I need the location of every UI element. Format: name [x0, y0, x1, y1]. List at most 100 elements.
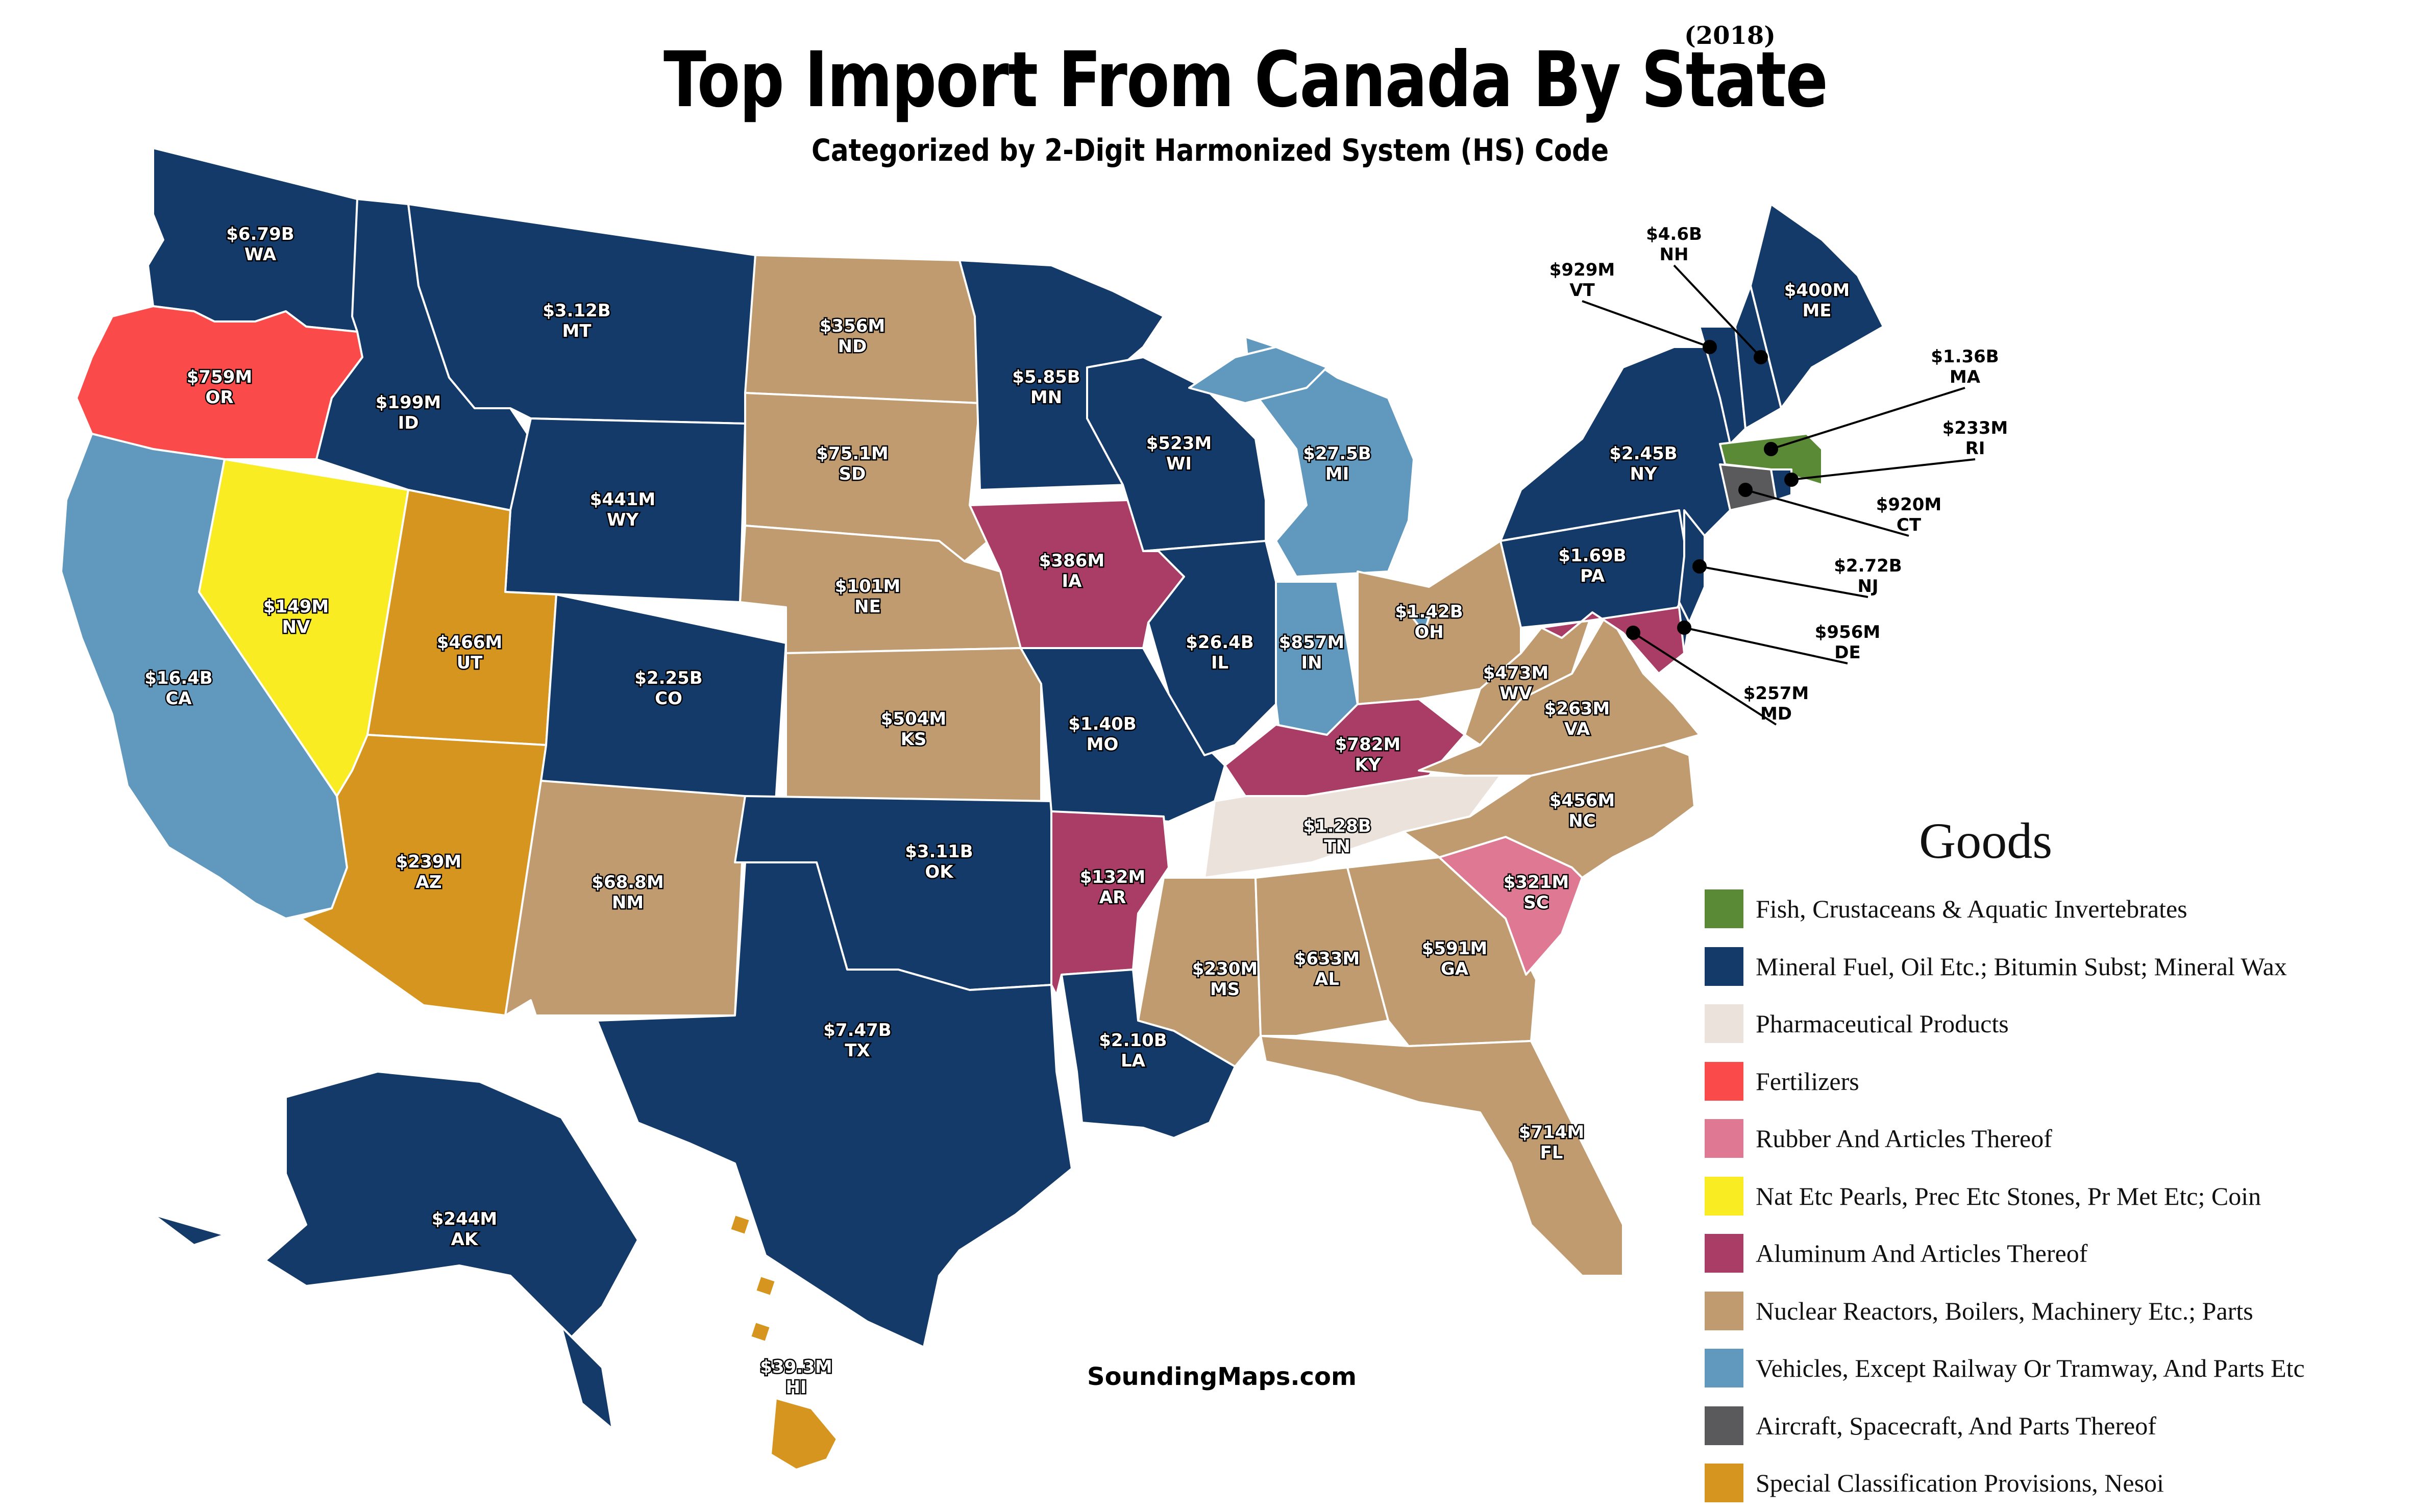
- state-value-nj: $2.72B: [1834, 556, 1902, 576]
- state-code-tx: TX: [845, 1040, 870, 1061]
- legend-swatch: [1705, 1119, 1743, 1158]
- legend-label: Aluminum And Articles Thereof: [1756, 1239, 2088, 1268]
- state-value-ar: $132M: [1080, 867, 1145, 887]
- state-code-nc: NC: [1568, 811, 1595, 831]
- state-code-ca: CA: [165, 688, 192, 709]
- state-value-ct: $920M: [1876, 494, 1941, 515]
- state-ak: [264, 1071, 639, 1338]
- legend-label: Vehicles, Except Railway Or Tramway, And…: [1756, 1354, 2305, 1383]
- state-value-mi: $27.5B: [1303, 443, 1371, 464]
- state-code-ga: GA: [1441, 959, 1469, 979]
- state-value-ak: $244M: [432, 1209, 497, 1229]
- state-value-al: $633M: [1294, 949, 1360, 969]
- state-code-tn: TN: [1324, 836, 1350, 857]
- state-code-pa: PA: [1580, 566, 1605, 586]
- state-value-az: $239M: [396, 852, 461, 872]
- legend-item-pearls: Nat Etc Pearls, Prec Etc Stones, Pr Met …: [1705, 1168, 2399, 1225]
- state-code-ct: CT: [1897, 515, 1922, 535]
- state-value-fl: $714M: [1519, 1122, 1584, 1143]
- state-value-nv: $149M: [263, 597, 329, 617]
- legend: Goods Fish, Crustaceans & Aquatic Invert…: [1705, 811, 2399, 1512]
- state-code-ri: RI: [1965, 438, 1985, 459]
- state-tn: [1203, 775, 1502, 879]
- map-title: Top Import From Canada By State: [663, 36, 1828, 125]
- state-code-ma: MA: [1950, 367, 1981, 387]
- leader-line-nh: [1673, 264, 1762, 358]
- state-value-ma: $1.36B: [1931, 346, 1999, 367]
- state-value-mo: $1.40B: [1068, 714, 1136, 734]
- state-value-pa: $1.69B: [1558, 546, 1626, 566]
- legend-item-aircraft: Aircraft, Spacecraft, And Parts Thereof: [1705, 1397, 2399, 1455]
- state-code-de: DE: [1834, 642, 1860, 663]
- legend-swatch: [1705, 889, 1743, 929]
- state-value-va: $263M: [1544, 699, 1610, 719]
- state-code-il: IL: [1211, 653, 1228, 673]
- state-mi: [1188, 346, 1328, 404]
- legend-label: Nuclear Reactors, Boilers, Machinery Etc…: [1756, 1296, 2253, 1325]
- state-al: [1254, 866, 1389, 1037]
- state-value-ok: $3.11B: [905, 841, 973, 862]
- state-code-id: ID: [398, 413, 419, 433]
- leader-line-vt: [1582, 300, 1710, 348]
- state-wi: [1086, 356, 1267, 552]
- leader-dot-ri: [1784, 473, 1799, 487]
- state-mo: [1020, 647, 1226, 823]
- state-code-wi: WI: [1166, 454, 1192, 474]
- state-tx: [596, 861, 1073, 1348]
- state-value-nd: $356M: [820, 316, 885, 336]
- state-value-sc: $321M: [1504, 872, 1569, 893]
- legend-label: Mineral Fuel, Oil Etc.; Bitumin Subst; M…: [1756, 952, 2287, 981]
- state-code-mi: MI: [1325, 464, 1349, 484]
- leader-line-ct: [1745, 489, 1909, 537]
- state-value-nc: $456M: [1549, 790, 1615, 811]
- legend-swatch: [1705, 1234, 1743, 1273]
- state-value-ms: $230M: [1192, 959, 1258, 979]
- state-code-nj: NJ: [1857, 576, 1878, 597]
- leader-dot-nj: [1692, 559, 1707, 574]
- state-value-mn: $5.85B: [1012, 367, 1080, 387]
- state-value-or: $759M: [187, 367, 252, 387]
- state-ak: [560, 1326, 613, 1430]
- state-code-oh: OH: [1414, 622, 1443, 642]
- state-code-or: OR: [205, 387, 233, 408]
- state-hi: [754, 1275, 777, 1297]
- state-value-vt: $929M: [1549, 260, 1615, 280]
- state-ks: [785, 647, 1042, 802]
- legend-item-fish: Fish, Crustaceans & Aquatic Invertebrate…: [1705, 880, 2399, 938]
- leader-line-nj: [1699, 565, 1868, 598]
- state-code-ky: KY: [1355, 755, 1381, 775]
- state-mi: [1244, 336, 1415, 578]
- state-code-wv: WV: [1499, 683, 1533, 704]
- legend-item-fert: Fertilizers: [1705, 1053, 2399, 1110]
- state-code-al: AL: [1315, 969, 1339, 989]
- map-year: (2018): [1684, 21, 1776, 50]
- legend-swatch: [1705, 1004, 1743, 1044]
- legend-label: Rubber And Articles Thereof: [1756, 1124, 2052, 1153]
- leader-line-ma: [1770, 387, 1965, 450]
- state-value-hi: $39.3M: [760, 1357, 832, 1377]
- state-value-ut: $466M: [437, 632, 502, 653]
- legend-swatch: [1705, 1291, 1743, 1330]
- state-code-mo: MO: [1087, 734, 1119, 755]
- legend-item-alum: Aluminum And Articles Thereof: [1705, 1225, 2399, 1282]
- legend-swatch: [1705, 1061, 1743, 1101]
- legend-swatch: [1705, 1406, 1743, 1445]
- leader-dot-nh: [1754, 350, 1768, 364]
- state-value-co: $2.25B: [634, 668, 702, 688]
- state-hi: [749, 1321, 772, 1343]
- state-value-md: $257M: [1743, 683, 1809, 704]
- leader-dot-vt: [1703, 340, 1717, 354]
- state-code-md: MD: [1760, 704, 1792, 724]
- state-value-ia: $386M: [1039, 551, 1104, 571]
- state-code-va: VA: [1564, 719, 1590, 739]
- leader-line-md: [1632, 632, 1777, 726]
- state-value-la: $2.10B: [1099, 1030, 1167, 1051]
- state-code-ms: MS: [1210, 979, 1240, 1000]
- leader-dot-md: [1626, 626, 1640, 640]
- state-value-de: $956M: [1815, 622, 1880, 642]
- state-value-id: $199M: [376, 392, 441, 413]
- map-subtitle: Categorized by 2-Digit Harmonized System…: [811, 133, 1609, 168]
- state-code-co: CO: [655, 688, 682, 709]
- source-credit: SoundingMaps.com: [1087, 1362, 1357, 1391]
- state-code-ak: AK: [451, 1229, 479, 1250]
